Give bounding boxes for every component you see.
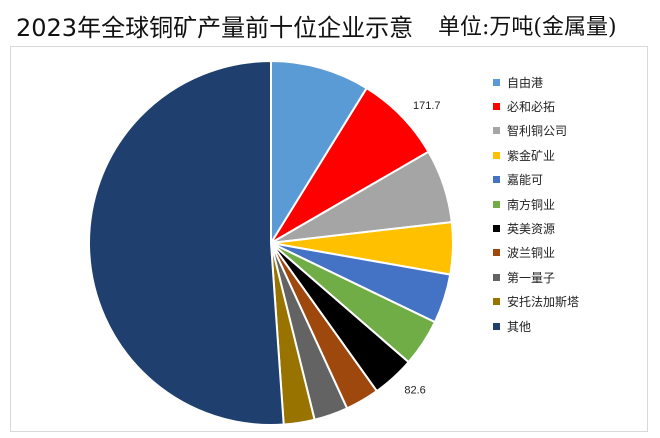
legend-item: 英美资源: [493, 216, 643, 240]
legend-label: 智利铜公司: [507, 124, 568, 139]
title-row: 2023年全球铜矿产量前十位企业示意 单位:万吨(金属量): [0, 2, 660, 46]
data-label-7: 82.6: [404, 384, 425, 396]
legend-swatch: [493, 322, 500, 330]
legend-label: 第一量子: [507, 270, 556, 285]
data-label-2: 171.7: [413, 100, 441, 112]
pie-slice-1: [270, 59, 369, 247]
legend-swatch: [493, 249, 500, 257]
legend-swatch: [493, 273, 500, 281]
chart-unit: 单位:万吨(金属量): [438, 15, 617, 40]
legend-label: 英美资源: [507, 222, 556, 237]
legend-label: 自由港: [507, 75, 544, 90]
legend-swatch: [493, 176, 500, 184]
legend-label: 波兰铜业: [507, 246, 556, 261]
legend-item: 智利铜公司: [493, 119, 643, 143]
legend-label: 其他: [507, 319, 532, 334]
legend-swatch: [493, 298, 500, 306]
legend-swatch: [493, 78, 500, 86]
legend-label: 嘉能可: [507, 173, 544, 188]
chart-title: 2023年全球铜矿产量前十位企业示意: [16, 14, 414, 42]
legend-item: 紫金矿业: [493, 143, 643, 167]
legend-swatch: [493, 200, 500, 208]
legend-swatch: [493, 127, 500, 135]
legend-item: 安托法加斯塔: [493, 290, 643, 314]
legend-item: 必和必拓: [493, 94, 643, 118]
pie-slice-11: [88, 59, 285, 426]
legend-item: 波兰铜业: [493, 241, 643, 265]
legend-label: 安托法加斯塔: [507, 295, 580, 310]
legend-item: 自由港: [493, 70, 643, 94]
pie-chart: 171.7 82.6: [88, 59, 454, 426]
legend: 自由港必和必拓智利铜公司紫金矿业嘉能可南方铜业英美资源波兰铜业第一量子安托法加斯…: [493, 70, 643, 338]
chart-frame: 171.7 82.6: [10, 46, 648, 432]
legend-item: 嘉能可: [493, 168, 643, 192]
legend-label: 必和必拓: [507, 100, 556, 115]
legend-label: 紫金矿业: [507, 148, 556, 163]
legend-label: 南方铜业: [507, 197, 556, 212]
legend-item: 第一量子: [493, 265, 643, 289]
legend-item: 南方铜业: [493, 192, 643, 216]
legend-swatch: [493, 225, 500, 233]
legend-swatch: [493, 103, 500, 111]
legend-item: 其他: [493, 314, 643, 338]
legend-swatch: [493, 151, 500, 159]
